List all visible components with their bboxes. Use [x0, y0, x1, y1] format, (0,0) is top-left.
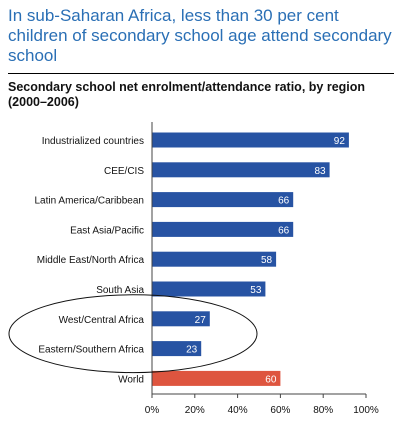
bar-eastern-southern-africa: [152, 341, 202, 357]
category-label: South Asia: [96, 285, 144, 296]
value-label: 66: [278, 196, 290, 207]
category-label: Industrialized countries: [42, 136, 144, 147]
chart-title: Secondary school net enrolment/attendanc…: [8, 80, 366, 109]
title-divider: [8, 73, 394, 74]
x-tick-label: 80%: [313, 405, 333, 416]
value-label: 60: [265, 374, 277, 385]
bar-industrialized-countries: [152, 132, 349, 148]
category-label: World: [118, 374, 144, 385]
category-label: Latin America/Caribbean: [34, 196, 144, 207]
value-label: 58: [261, 255, 273, 266]
bar-cee-cis: [152, 162, 330, 178]
value-label: 83: [314, 166, 326, 177]
value-label: 23: [186, 345, 198, 356]
category-label: Middle East/North Africa: [37, 255, 145, 266]
x-tick-label: 60%: [270, 405, 290, 416]
bar-west-central-africa: [152, 311, 210, 327]
bar-middle-east-north-africa: [152, 251, 277, 267]
x-tick-label: 40%: [228, 405, 248, 416]
annotation-layer: [8, 294, 258, 374]
value-label: 66: [278, 225, 290, 236]
x-tick-label: 100%: [353, 405, 379, 416]
value-labels: 92 83 66 66 58 53 27 23 60: [186, 136, 345, 385]
value-label: 53: [250, 285, 262, 296]
category-labels: Industrialized countries CEE/CIS Latin Ame…: [34, 136, 144, 385]
category-label: West/Central Africa: [59, 315, 145, 326]
annotation-ellipse: [8, 294, 258, 374]
chart-headline: In sub-Saharan Africa, less than 30 per …: [8, 6, 392, 65]
value-label: 92: [334, 136, 346, 147]
x-axis: 0% 20% 40% 60% 80% 100%: [145, 122, 379, 416]
bar-south-asia: [152, 281, 266, 297]
bar-world: [152, 370, 281, 386]
x-tick-label: 0%: [145, 405, 160, 416]
bar-series: [152, 132, 349, 386]
value-label: 27: [195, 315, 207, 326]
category-label: Eastern/Southern Africa: [38, 345, 144, 356]
bar-east-asia-pacific: [152, 221, 294, 237]
bar-latin-america-caribbean: [152, 192, 294, 208]
category-label: East Asia/Pacific: [70, 225, 144, 236]
x-tick-label: 20%: [185, 405, 205, 416]
category-label: CEE/CIS: [104, 166, 144, 177]
